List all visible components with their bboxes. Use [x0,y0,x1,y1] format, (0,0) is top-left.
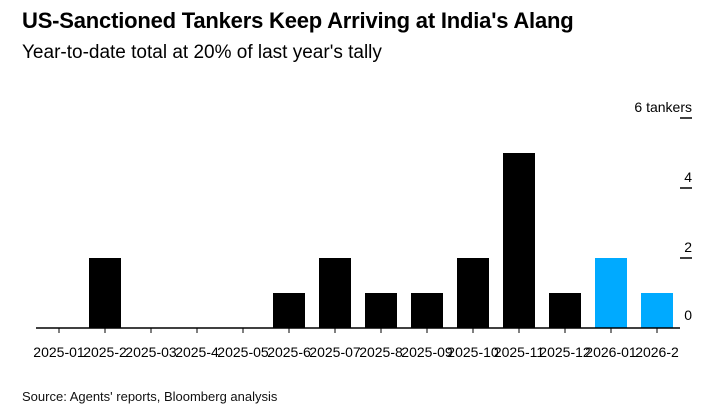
bar-2025-2 [89,258,121,328]
y-label-6: 6 tankers [634,99,692,115]
x-label-2025-05: 2025-05 [217,344,269,360]
bar-2025-11 [503,153,535,328]
bar-2026-01 [595,258,627,328]
chart-subtitle: Year-to-date total at 20% of last year's… [22,42,382,63]
bars-group [89,153,673,328]
bar-2025-8 [365,293,397,328]
x-label-2025-03: 2025-03 [125,344,177,360]
x-label-2025-07: 2025-07 [309,344,361,360]
x-label-2026-2: 2026-2 [635,344,679,360]
x-tick-labels: 2025-012025-22025-032025-42025-052025-62… [33,344,679,360]
bar-2025-07 [319,258,351,328]
x-label-2025-01: 2025-01 [33,344,85,360]
x-label-2025-8: 2025-8 [359,344,403,360]
bar-2025-6 [273,293,305,328]
chart-title: US-Sanctioned Tankers Keep Arriving at I… [22,8,574,33]
source-note: Source: Agents' reports, Bloomberg analy… [22,389,278,404]
x-label-2025-12: 2025-12 [539,344,591,360]
x-label-2025-11: 2025-11 [494,344,545,360]
x-label-2025-4: 2025-4 [175,344,219,360]
y-axis: 0 2 4 6 tankers [634,99,692,323]
x-label-2025-2: 2025-2 [83,344,127,360]
bar-2026-2 [641,293,673,328]
x-label-2025-6: 2025-6 [267,344,311,360]
x-tick-marks [58,328,658,333]
bar-2025-12 [549,293,581,328]
x-label-2025-10: 2025-10 [447,344,499,360]
y-label-0: 0 [684,307,692,323]
bar-2025-10 [457,258,489,328]
x-label-2026-01: 2026-01 [585,344,637,360]
y-label-4: 4 [684,169,692,185]
y-label-2: 2 [684,239,692,255]
bar-2025-09 [411,293,443,328]
x-label-2025-09: 2025-09 [401,344,453,360]
